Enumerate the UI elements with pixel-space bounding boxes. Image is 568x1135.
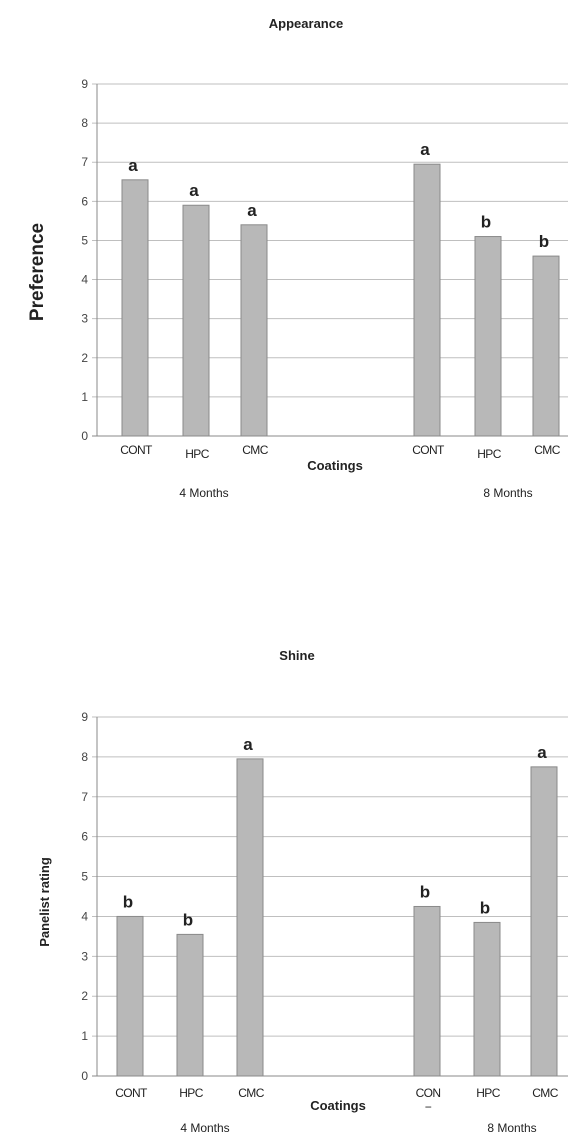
shine-significance-letter: b xyxy=(123,892,133,911)
appearance-significance-letter: b xyxy=(481,213,491,232)
appearance-bar xyxy=(474,236,502,437)
shine-group-label: 8 Months xyxy=(487,1121,536,1135)
shine-bar xyxy=(236,758,264,1077)
appearance-x-category-label: CONT xyxy=(412,443,445,457)
appearance-y-tick-label: 8 xyxy=(81,116,88,130)
shine-bar xyxy=(530,766,558,1077)
shine-group-label: 4 Months xyxy=(180,1121,229,1135)
appearance-chart: Appearance 0 1 2 3 4 5 6 7 8 9 Preference a CONT a HPC a… xyxy=(27,16,568,500)
appearance-x-category-label: CMC xyxy=(534,443,560,457)
appearance-significance-letter: b xyxy=(539,232,549,251)
appearance-y-tick-label: 0 xyxy=(81,429,88,443)
appearance-y-tick-label: 2 xyxy=(81,351,88,365)
appearance-x-category-label: CONT xyxy=(120,443,153,457)
shine-significance-letter: b xyxy=(480,898,490,917)
appearance-bar xyxy=(240,224,268,437)
appearance-bar xyxy=(532,255,560,437)
appearance-x-category-label: HPC xyxy=(477,447,501,461)
appearance-bar xyxy=(413,163,441,437)
shine-chart: Shine 0 1 2 3 4 5 6 7 8 9 Panelist rating b CONT b HPC a… xyxy=(37,648,568,1135)
shine-significance-letter: a xyxy=(243,735,253,754)
shine-y-tick-label: 3 xyxy=(81,949,88,963)
shine-x-category-label: CMC xyxy=(532,1086,558,1100)
shine-x-category-label: CONT xyxy=(115,1086,148,1100)
shine-significance-letter: b xyxy=(420,882,430,901)
shine-significance-letter: b xyxy=(183,910,193,929)
shine-y-tick-label: 6 xyxy=(81,830,88,844)
appearance-y-tick-label: 6 xyxy=(81,194,88,208)
shine-y-tick-label: 5 xyxy=(81,870,88,884)
shine-x-axis-label: Coatings xyxy=(310,1098,366,1113)
appearance-bar xyxy=(182,204,210,437)
shine-chart-title: Shine xyxy=(279,648,314,663)
shine-y-axis-label: Panelist rating xyxy=(37,857,52,947)
appearance-y-tick-label: 1 xyxy=(81,390,88,404)
shine-significance-letter: a xyxy=(537,743,547,762)
appearance-group-label: 4 Months xyxy=(179,486,228,500)
appearance-group-label: 8 Months xyxy=(483,486,532,500)
shine-y-tick-label: 2 xyxy=(81,989,88,1003)
shine-bar xyxy=(413,905,441,1077)
appearance-y-tick-label: 5 xyxy=(81,233,88,247)
appearance-y-tick-label: 7 xyxy=(81,155,88,169)
appearance-x-axis-label: Coatings xyxy=(307,458,363,473)
shine-y-tick-label: 4 xyxy=(81,909,88,923)
appearance-x-category-label: CMC xyxy=(242,443,268,457)
appearance-y-tick-label: 3 xyxy=(81,312,88,326)
appearance-x-category-label: HPC xyxy=(185,447,209,461)
appearance-y-tick-label: 4 xyxy=(81,273,88,287)
appearance-significance-letter: a xyxy=(247,201,257,220)
appearance-significance-letter: a xyxy=(420,140,430,159)
shine-x-category-label: HPC xyxy=(476,1086,500,1100)
shine-x-category-label: CON − xyxy=(416,1086,441,1114)
shine-bar xyxy=(116,915,144,1077)
shine-y-tick-label: 7 xyxy=(81,790,88,804)
shine-x-category-label: CMC xyxy=(238,1086,264,1100)
shine-y-tick-label: 1 xyxy=(81,1029,88,1043)
appearance-y-tick-label: 9 xyxy=(81,77,88,91)
shine-bar xyxy=(473,921,501,1077)
shine-y-tick-label: 0 xyxy=(81,1069,88,1083)
appearance-significance-letter: a xyxy=(189,181,199,200)
shine-y-tick-label: 8 xyxy=(81,750,88,764)
appearance-chart-title: Appearance xyxy=(269,16,343,31)
shine-bar xyxy=(176,933,204,1077)
appearance-significance-letter: a xyxy=(128,156,138,175)
shine-y-tick-label: 9 xyxy=(81,710,88,724)
shine-x-category-label: HPC xyxy=(179,1086,203,1100)
appearance-y-axis-label: Preference xyxy=(27,223,48,321)
appearance-bar xyxy=(121,179,149,437)
